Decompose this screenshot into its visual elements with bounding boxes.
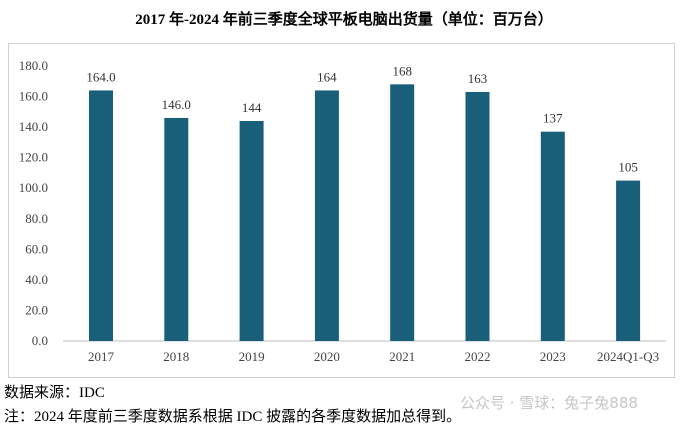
data-label: 163 [468,71,488,86]
chart-frame [8,43,675,378]
data-label: 146.0 [162,97,191,112]
y-tick-label: 180.0 [19,58,48,73]
data-label: 164.0 [86,69,115,84]
watermark: 公众号 · 雪球：兔子兔888 [460,394,638,412]
data-label: 168 [392,63,412,78]
data-label: 137 [543,111,563,126]
y-tick-label: 140.0 [19,119,48,134]
x-tick-label: 2021 [389,349,415,364]
y-tick-label: 160.0 [19,89,48,104]
x-tick-label: 2023 [540,349,566,364]
y-tick-label: 0.0 [32,333,48,348]
x-tick-label: 2019 [239,349,265,364]
y-tick-label: 80.0 [25,211,48,226]
bar-2017 [89,90,113,341]
data-label: 164 [317,69,337,84]
y-tick-label: 40.0 [25,272,48,287]
bar-2024Q1-Q3 [616,180,641,341]
x-tick-label: 2022 [465,349,491,364]
bar-2020 [314,90,339,341]
data-label: 105 [618,160,638,175]
y-tick-label: 60.0 [25,241,48,256]
y-tick-label: 120.0 [19,150,48,165]
x-tick-label: 2024Q1-Q3 [597,349,659,364]
y-tick-label: 100.0 [19,180,48,195]
source-text: 数据来源：IDC [4,385,105,401]
x-tick-label: 2018 [163,349,189,364]
bar-2021 [390,84,415,341]
x-tick-label: 2020 [314,349,340,364]
y-tick-label: 20.0 [25,302,48,317]
x-tick-label: 2017 [88,349,115,364]
bar-2019 [239,121,264,341]
bar-2018 [164,117,189,341]
bar-2022 [465,91,490,341]
chart-title: 2017 年-2024 年前三季度全球平板电脑出货量（单位：百万台） [135,12,553,28]
note-text: 注：2024 年度前三季度数据系根据 IDC 披露的各季度数据加总得到。 [4,409,462,425]
bar-2023 [540,131,565,341]
data-label: 144 [242,100,262,115]
